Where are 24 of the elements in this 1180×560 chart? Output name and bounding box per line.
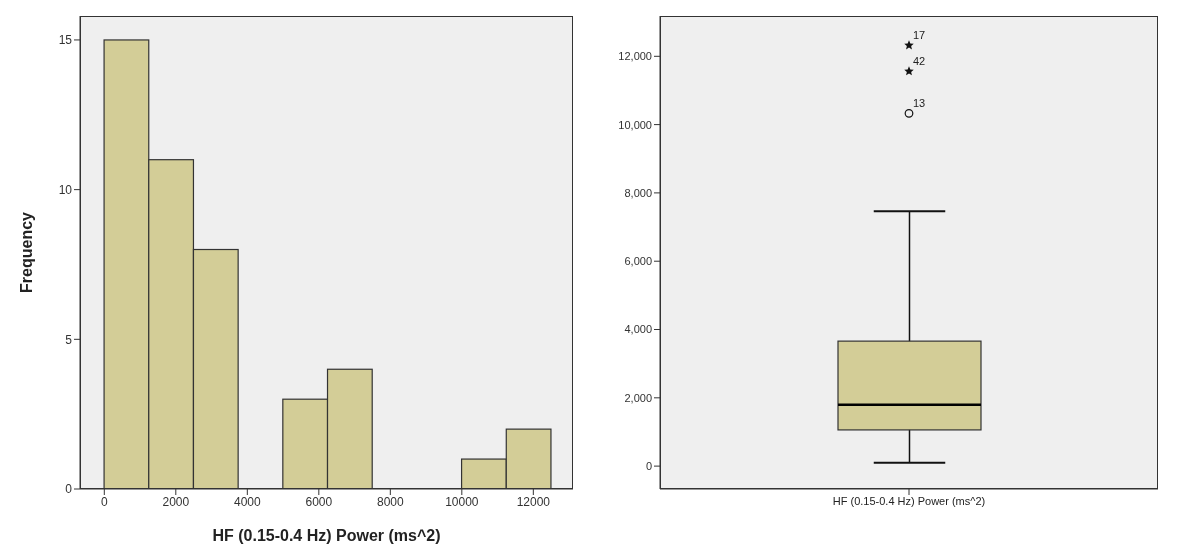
x-tick-label: 2000 [162,494,190,509]
x-tick-label: 4000 [233,494,261,509]
x-tick-label: 12000 [516,494,551,509]
y-tick-label: 12,000 [618,50,652,63]
x-tick-label: 8000 [376,494,404,509]
annotation: 42 [913,55,926,68]
y-tick-label: 5 [65,332,73,347]
x-axis-title: HF (0.15-0.4 Hz) Power (ms^2) [212,527,441,544]
x-tick-label: 0 [100,494,108,509]
x-tick-label: HF (0.15-0.4 Hz) Power (ms^2) [832,494,986,507]
y-tick-label: 4,000 [624,323,652,336]
annotation: 13 [913,97,926,110]
y-tick-label: 2,000 [624,391,652,404]
y-axis-title: Frequency [17,211,35,293]
y-tick-label: 15 [58,33,73,48]
y-tick-label: 10 [58,182,73,197]
y-tick-label: 8,000 [624,186,652,199]
x-tick-label: 6000 [305,494,333,509]
annotation: 17 [913,29,926,42]
y-tick-label: 0 [645,460,652,473]
y-tick-label: 6,000 [624,255,652,268]
x-tick-label: 10000 [445,494,479,509]
y-tick-label: 10,000 [618,118,652,131]
y-tick-label: 0 [65,482,73,497]
